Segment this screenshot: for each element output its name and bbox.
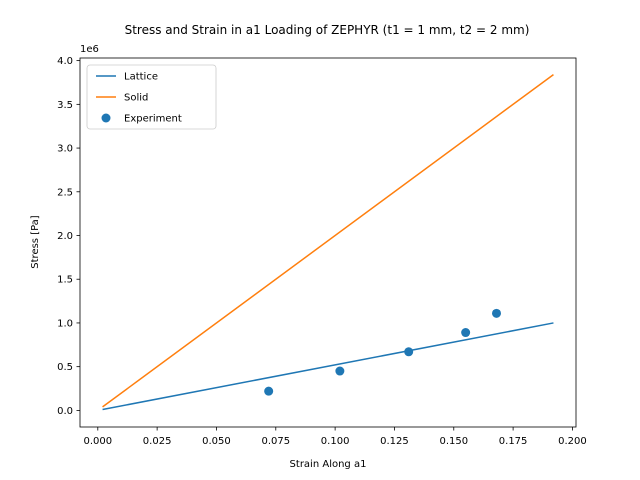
- x-tick-label: 0.025: [143, 436, 172, 447]
- plot-frame: [79, 57, 577, 428]
- x-tick-label: 0.175: [499, 436, 528, 447]
- x-tick-label: 0.100: [321, 436, 350, 447]
- y-tick-label: 0.0: [57, 406, 73, 417]
- plot-content: [102, 74, 554, 411]
- series-line-solid: [102, 74, 554, 408]
- x-tick-label: 0.150: [439, 436, 468, 447]
- y-tick-label: 0.5: [57, 362, 73, 373]
- y-axis-ticks: 0.0 0.5 1.0 1.5 2.0 2.5 3.0 3.5 4.0: [57, 56, 80, 417]
- data-point-experiment: [264, 386, 274, 396]
- y-tick-label: 3.0: [57, 144, 73, 155]
- series-line-lattice: [102, 322, 554, 411]
- y-tick-label: 4.0: [57, 56, 73, 67]
- y-tick-label: 2.5: [57, 187, 73, 198]
- x-axis-label: Strain Along a1: [290, 459, 367, 470]
- y-tick-label: 1.5: [57, 275, 73, 286]
- x-tick-label: 0.125: [380, 436, 409, 447]
- x-tick-label: 0.050: [202, 436, 231, 447]
- legend-label-solid: Solid: [124, 93, 148, 104]
- x-tick-label: 0.000: [83, 436, 112, 447]
- data-point-experiment: [461, 328, 471, 338]
- chart-title: Stress and Strain in a1 Loading of ZEPHY…: [125, 23, 530, 37]
- legend: Lattice Solid Experiment: [86, 64, 217, 130]
- x-axis-ticks: 0.000 0.025 0.050 0.075 0.100 0.125 0.150 0.175…: [83, 427, 587, 447]
- y-tick-label: 1.0: [57, 318, 73, 329]
- y-tick-label: 3.5: [57, 100, 73, 111]
- legend-label-experiment: Experiment: [124, 114, 182, 125]
- legend-box: [86, 64, 217, 130]
- data-point-experiment: [492, 308, 501, 318]
- x-tick-label: 0.075: [261, 436, 290, 447]
- legend-label-lattice: Lattice: [124, 72, 158, 83]
- y-axis-offset-label: 1e6: [80, 44, 99, 55]
- x-tick-label: 0.200: [558, 436, 587, 447]
- legend-swatch-experiment: [101, 113, 111, 123]
- y-axis-label: Stress [Pa]: [30, 215, 41, 269]
- y-tick-label: 2.0: [57, 231, 73, 242]
- data-point-experiment: [335, 366, 345, 376]
- data-point-experiment: [404, 347, 414, 357]
